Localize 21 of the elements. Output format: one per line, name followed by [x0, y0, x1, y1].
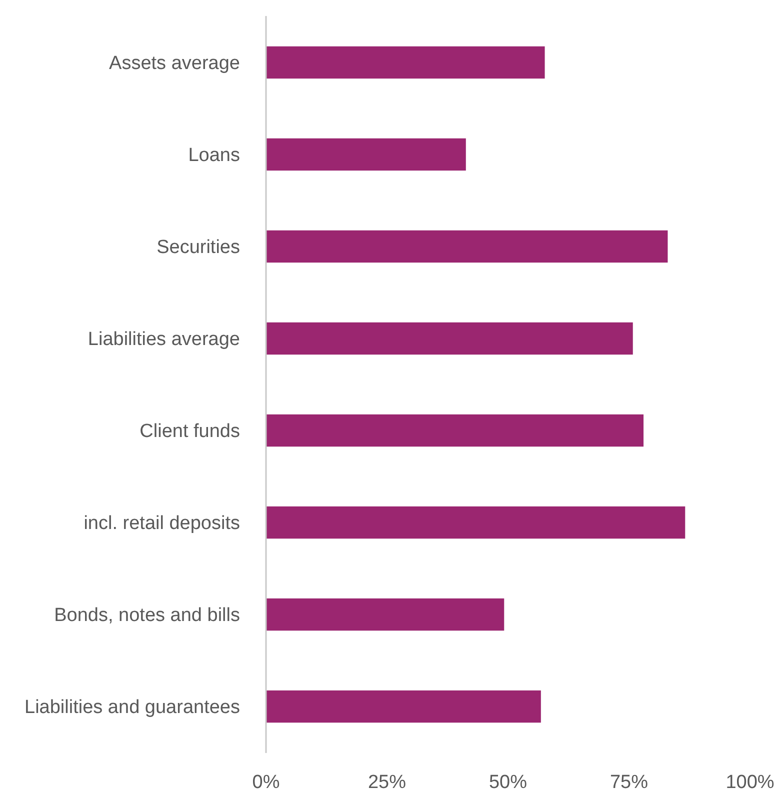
bar: [266, 690, 541, 723]
bar: [266, 598, 504, 631]
bar: [266, 138, 466, 171]
bar: [266, 414, 644, 447]
x-tick-label: 25%: [368, 772, 406, 793]
y-tick-label: Assets average: [109, 53, 240, 74]
y-tick-label: Bonds, notes and bills: [54, 605, 240, 626]
y-tick-label: Liabilities and guarantees: [24, 697, 240, 718]
x-tick-label: 50%: [488, 772, 528, 793]
y-tick-label: Client funds: [140, 421, 240, 442]
x-tick-label: 0%: [252, 772, 280, 793]
y-tick-label: Loans: [188, 145, 240, 166]
y-tick-label: Securities: [156, 237, 240, 258]
bar: [266, 230, 668, 263]
x-tick-label: 75%: [610, 772, 648, 793]
bar: [266, 46, 545, 79]
y-tick-label: incl. retail deposits: [84, 513, 240, 534]
bar: [266, 506, 686, 539]
y-tick-label: Liabilities average: [88, 329, 240, 350]
x-tick-label: 100%: [726, 772, 774, 793]
bar: [266, 322, 633, 355]
